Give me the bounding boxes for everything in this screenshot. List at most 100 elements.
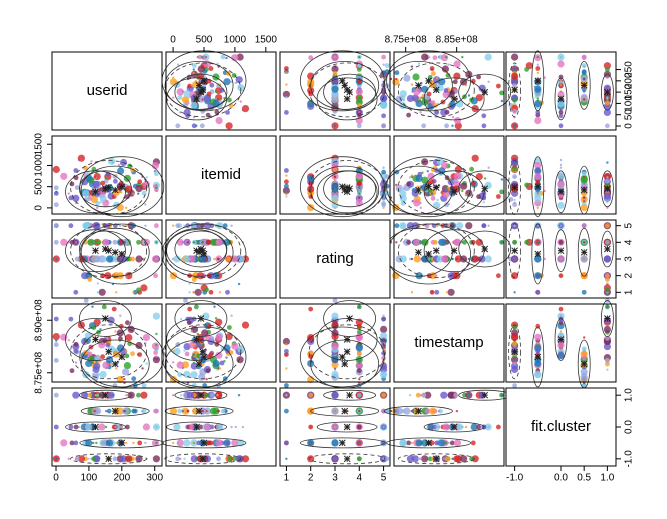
data-point: [421, 171, 424, 174]
tick-label: 1: [624, 289, 635, 295]
tick-label: 100: [81, 473, 98, 484]
data-point: [205, 378, 208, 381]
data-point: [443, 88, 449, 93]
data-point: [451, 241, 455, 244]
data-point: [426, 170, 429, 173]
data-point: [122, 368, 130, 376]
tick-label: 500: [196, 35, 213, 46]
data-point: [284, 352, 289, 357]
data-point: [358, 305, 361, 308]
data-point: [438, 238, 446, 246]
data-point: [145, 176, 148, 179]
data-point: [559, 348, 563, 352]
data-point: [399, 194, 407, 202]
tick-label: 0.5: [577, 473, 591, 484]
data-point: [285, 96, 288, 99]
data-point: [410, 65, 414, 68]
data-point: [535, 110, 541, 115]
scatter-panel: [505, 219, 617, 299]
data-point: [481, 123, 487, 129]
data-point: [284, 348, 289, 354]
data-point: [510, 53, 519, 61]
data-point: [69, 368, 75, 374]
data-point: [535, 289, 541, 295]
data-point: [199, 372, 202, 376]
data-point: [444, 109, 450, 115]
data-point: [100, 180, 106, 186]
data-point: [215, 333, 223, 341]
data-point: [512, 383, 517, 388]
data-point: [154, 171, 159, 177]
data-point: [438, 167, 446, 175]
data-point: [513, 291, 516, 294]
data-point: [225, 356, 228, 359]
data-point: [603, 192, 612, 200]
data-point: [358, 360, 361, 363]
data-point: [536, 203, 539, 206]
data-point: [534, 117, 542, 125]
data-point: [226, 256, 231, 262]
data-point: [331, 194, 339, 202]
data-point: [358, 378, 361, 381]
data-point: [52, 165, 60, 174]
data-point: [82, 222, 90, 230]
data-point: [583, 77, 586, 81]
data-point: [435, 76, 439, 80]
data-point: [155, 241, 158, 244]
data-point: [605, 100, 610, 106]
scatter-panel: [505, 135, 617, 215]
data-point: [125, 320, 130, 326]
data-point: [183, 298, 188, 303]
data-point: [413, 199, 421, 207]
data-point: [117, 344, 125, 352]
tick-label: 300: [146, 473, 163, 484]
tick-label: 200: [113, 473, 130, 484]
data-point: [99, 194, 107, 202]
data-point: [406, 94, 414, 103]
data-point: [192, 328, 195, 331]
data-point: [496, 83, 501, 89]
data-point: [453, 172, 462, 180]
data-point: [92, 372, 95, 376]
data-point: [177, 372, 183, 377]
data-point: [96, 291, 100, 294]
data-point: [145, 362, 148, 365]
data-point: [444, 241, 448, 244]
data-point: [74, 256, 80, 262]
data-point: [215, 117, 223, 125]
data-point: [580, 195, 588, 203]
data-point: [536, 71, 539, 75]
scatter-panel: [51, 387, 163, 467]
data-point: [380, 371, 388, 379]
data-point: [85, 359, 93, 368]
data-point: [201, 241, 204, 244]
data-point: [142, 333, 150, 342]
data-point: [581, 223, 587, 229]
data-point: [402, 99, 406, 102]
data-point: [419, 111, 422, 114]
data-point: [558, 273, 564, 279]
data-point: [430, 192, 434, 195]
data-point: [189, 255, 197, 263]
data-point: [558, 316, 564, 322]
data-point: [241, 321, 250, 329]
data-point: [462, 239, 467, 245]
data-point: [91, 241, 95, 244]
tick-label: 4: [624, 239, 635, 245]
data-point: [499, 90, 504, 96]
data-point: [358, 192, 361, 195]
data-point: [470, 239, 476, 245]
tick-label: 2: [308, 473, 314, 484]
data-point: [410, 174, 414, 177]
data-point: [282, 337, 290, 346]
data-point: [402, 187, 406, 190]
data-point: [557, 60, 565, 68]
data-point: [513, 198, 516, 202]
data-point: [135, 255, 143, 263]
data-point: [176, 63, 180, 66]
data-point: [101, 304, 107, 310]
data-point: [403, 74, 411, 82]
data-point: [333, 97, 337, 100]
data-point: [185, 113, 191, 119]
variable-label: userid: [87, 82, 128, 99]
